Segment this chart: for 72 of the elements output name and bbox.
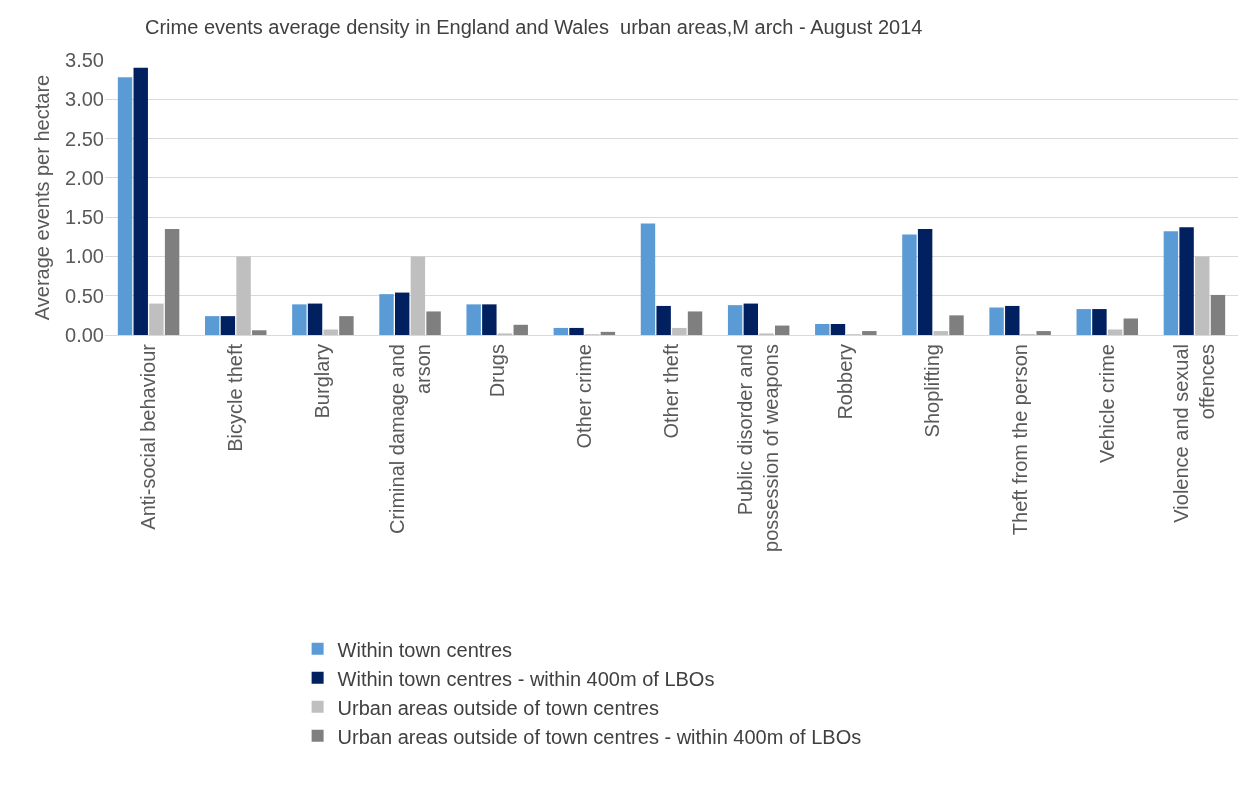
y-tick-label: 0.00 — [65, 324, 104, 346]
bar — [656, 305, 671, 335]
bar — [307, 303, 323, 335]
bar — [149, 303, 164, 335]
bar — [743, 303, 759, 335]
legend-label: Within town centres - within 400m of LBOs — [337, 667, 715, 690]
bar — [339, 316, 354, 335]
bar — [426, 311, 441, 335]
bar — [220, 316, 236, 335]
bar — [1092, 309, 1107, 335]
bar — [1179, 227, 1194, 335]
bar — [902, 234, 917, 335]
y-tick-label: 0.50 — [65, 284, 104, 307]
bar — [133, 67, 148, 335]
bar — [569, 327, 584, 335]
x-tick-label: Shoplifting — [921, 344, 944, 438]
x-tick-label: Anti-social behaviour — [137, 343, 160, 530]
bar — [830, 324, 846, 335]
x-tick-label: Criminal damage and arson — [385, 344, 434, 535]
bar — [815, 324, 830, 335]
bar — [117, 77, 133, 335]
y-tick-label: 1.00 — [65, 245, 104, 268]
bar — [862, 331, 877, 335]
bar — [204, 316, 220, 335]
bar — [1195, 256, 1210, 335]
bar — [410, 256, 426, 335]
bar — [687, 311, 703, 335]
bar — [600, 331, 616, 335]
x-tick-label: Other theft — [660, 343, 682, 439]
bar — [394, 292, 410, 335]
bar — [727, 305, 743, 335]
bar — [774, 325, 790, 335]
y-tick-label: 2.50 — [65, 127, 104, 150]
bar — [1210, 294, 1226, 335]
bar — [949, 315, 964, 335]
y-tick-label: 1.50 — [65, 206, 104, 229]
bar — [164, 228, 180, 335]
bar — [989, 307, 1004, 335]
bar — [917, 228, 933, 335]
x-tick-label: Theft from the person — [1008, 344, 1031, 536]
bar — [1036, 331, 1051, 335]
x-tick-label: Other crime — [572, 344, 595, 449]
y-axis-title: Average events per hectare — [30, 74, 53, 321]
x-tick-label: Bicycle theft — [224, 343, 247, 452]
bar — [466, 304, 481, 335]
bar — [553, 327, 569, 335]
x-tick-label: Burglary — [311, 344, 334, 419]
bar — [252, 330, 267, 335]
x-tick-label: Public disorder and possession of weapons — [734, 344, 783, 552]
x-tick-label: Robbery — [834, 344, 857, 420]
bar — [672, 327, 687, 335]
bar — [236, 256, 251, 335]
bar — [1005, 305, 1020, 335]
bar — [292, 304, 307, 335]
y-tick-label: 3.00 — [65, 88, 104, 111]
bar — [513, 324, 528, 335]
x-tick-label: Vehicle crime — [1095, 344, 1118, 463]
bar — [482, 304, 497, 335]
y-tick-label: 2.00 — [65, 166, 104, 189]
legend-label: Urban areas outside of town centres — [337, 696, 659, 719]
x-tick-label: Drugs — [485, 344, 508, 398]
bar — [379, 294, 394, 335]
bar — [640, 223, 656, 335]
bar — [1123, 318, 1139, 335]
legend-label: Within town centres — [337, 638, 513, 661]
bar — [933, 331, 949, 335]
bar — [1076, 309, 1091, 335]
legend-label: Urban areas outside of town centres - within 400m of LBOs — [337, 725, 862, 748]
y-tick-label: 3.50 — [65, 49, 104, 71]
x-tick-label: Violence and sexual offences — [1169, 344, 1218, 523]
bar — [1163, 231, 1179, 335]
chart-title: Crime events average density in England and Wales urban areas,M arch - August 2014 — [145, 15, 923, 38]
